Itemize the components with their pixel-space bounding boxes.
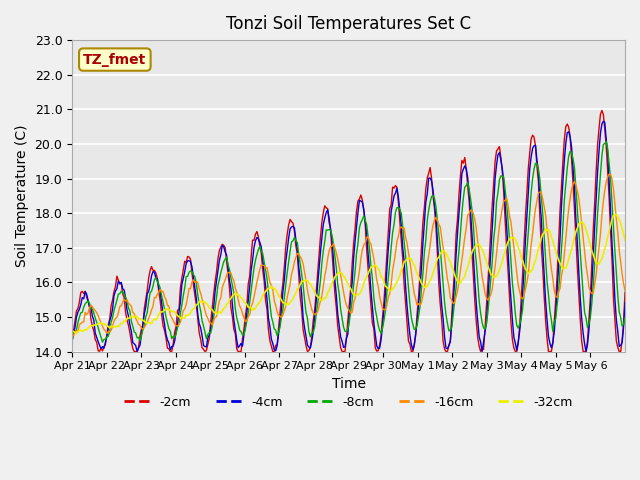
-16cm	[70, 333, 77, 339]
-4cm	[478, 348, 486, 354]
-8cm	[354, 241, 362, 247]
-2cm	[106, 316, 113, 322]
-16cm	[106, 329, 113, 335]
Line: -8cm: -8cm	[72, 142, 625, 342]
-4cm	[546, 340, 554, 346]
-32cm	[620, 231, 627, 237]
-2cm	[87, 316, 95, 322]
-32cm	[88, 323, 96, 329]
-8cm	[620, 322, 627, 327]
-2cm	[621, 289, 629, 295]
-8cm	[87, 305, 95, 311]
-32cm	[546, 229, 554, 235]
-32cm	[464, 264, 472, 270]
Y-axis label: Soil Temperature (C): Soil Temperature (C)	[15, 125, 29, 267]
-2cm	[68, 333, 76, 338]
-8cm	[621, 315, 629, 321]
-4cm	[621, 300, 629, 305]
-4cm	[600, 118, 607, 124]
-16cm	[621, 288, 629, 293]
-16cm	[546, 254, 554, 260]
-4cm	[620, 324, 627, 330]
-4cm	[104, 326, 112, 332]
-8cm	[106, 328, 113, 334]
-4cm	[462, 166, 470, 172]
-4cm	[68, 338, 76, 344]
-32cm	[621, 238, 629, 243]
-8cm	[99, 339, 106, 345]
-16cm	[464, 212, 472, 218]
-16cm	[620, 281, 627, 287]
-8cm	[546, 308, 554, 314]
-8cm	[602, 139, 610, 144]
-2cm	[620, 321, 627, 326]
-32cm	[612, 212, 620, 217]
Line: -4cm: -4cm	[72, 121, 625, 351]
Legend: -2cm, -4cm, -8cm, -16cm, -32cm: -2cm, -4cm, -8cm, -16cm, -32cm	[120, 391, 578, 414]
Line: -2cm: -2cm	[72, 110, 625, 351]
-16cm	[354, 277, 362, 283]
-16cm	[68, 332, 76, 338]
-8cm	[68, 337, 76, 343]
-4cm	[87, 303, 95, 309]
Line: -16cm: -16cm	[72, 174, 625, 336]
-4cm	[353, 224, 360, 230]
-2cm	[464, 183, 472, 189]
Line: -32cm: -32cm	[72, 215, 625, 334]
-32cm	[106, 325, 113, 331]
-8cm	[464, 180, 472, 185]
X-axis label: Time: Time	[332, 377, 365, 391]
-32cm	[68, 328, 76, 334]
-2cm	[546, 348, 554, 354]
-16cm	[88, 304, 96, 310]
Title: Tonzi Soil Temperatures Set C: Tonzi Soil Temperatures Set C	[226, 15, 471, 33]
-2cm	[354, 198, 362, 204]
-16cm	[605, 171, 613, 177]
Text: TZ_fmet: TZ_fmet	[83, 53, 147, 67]
-32cm	[73, 331, 81, 336]
-32cm	[354, 291, 362, 297]
-2cm	[598, 108, 605, 113]
-2cm	[96, 348, 104, 354]
